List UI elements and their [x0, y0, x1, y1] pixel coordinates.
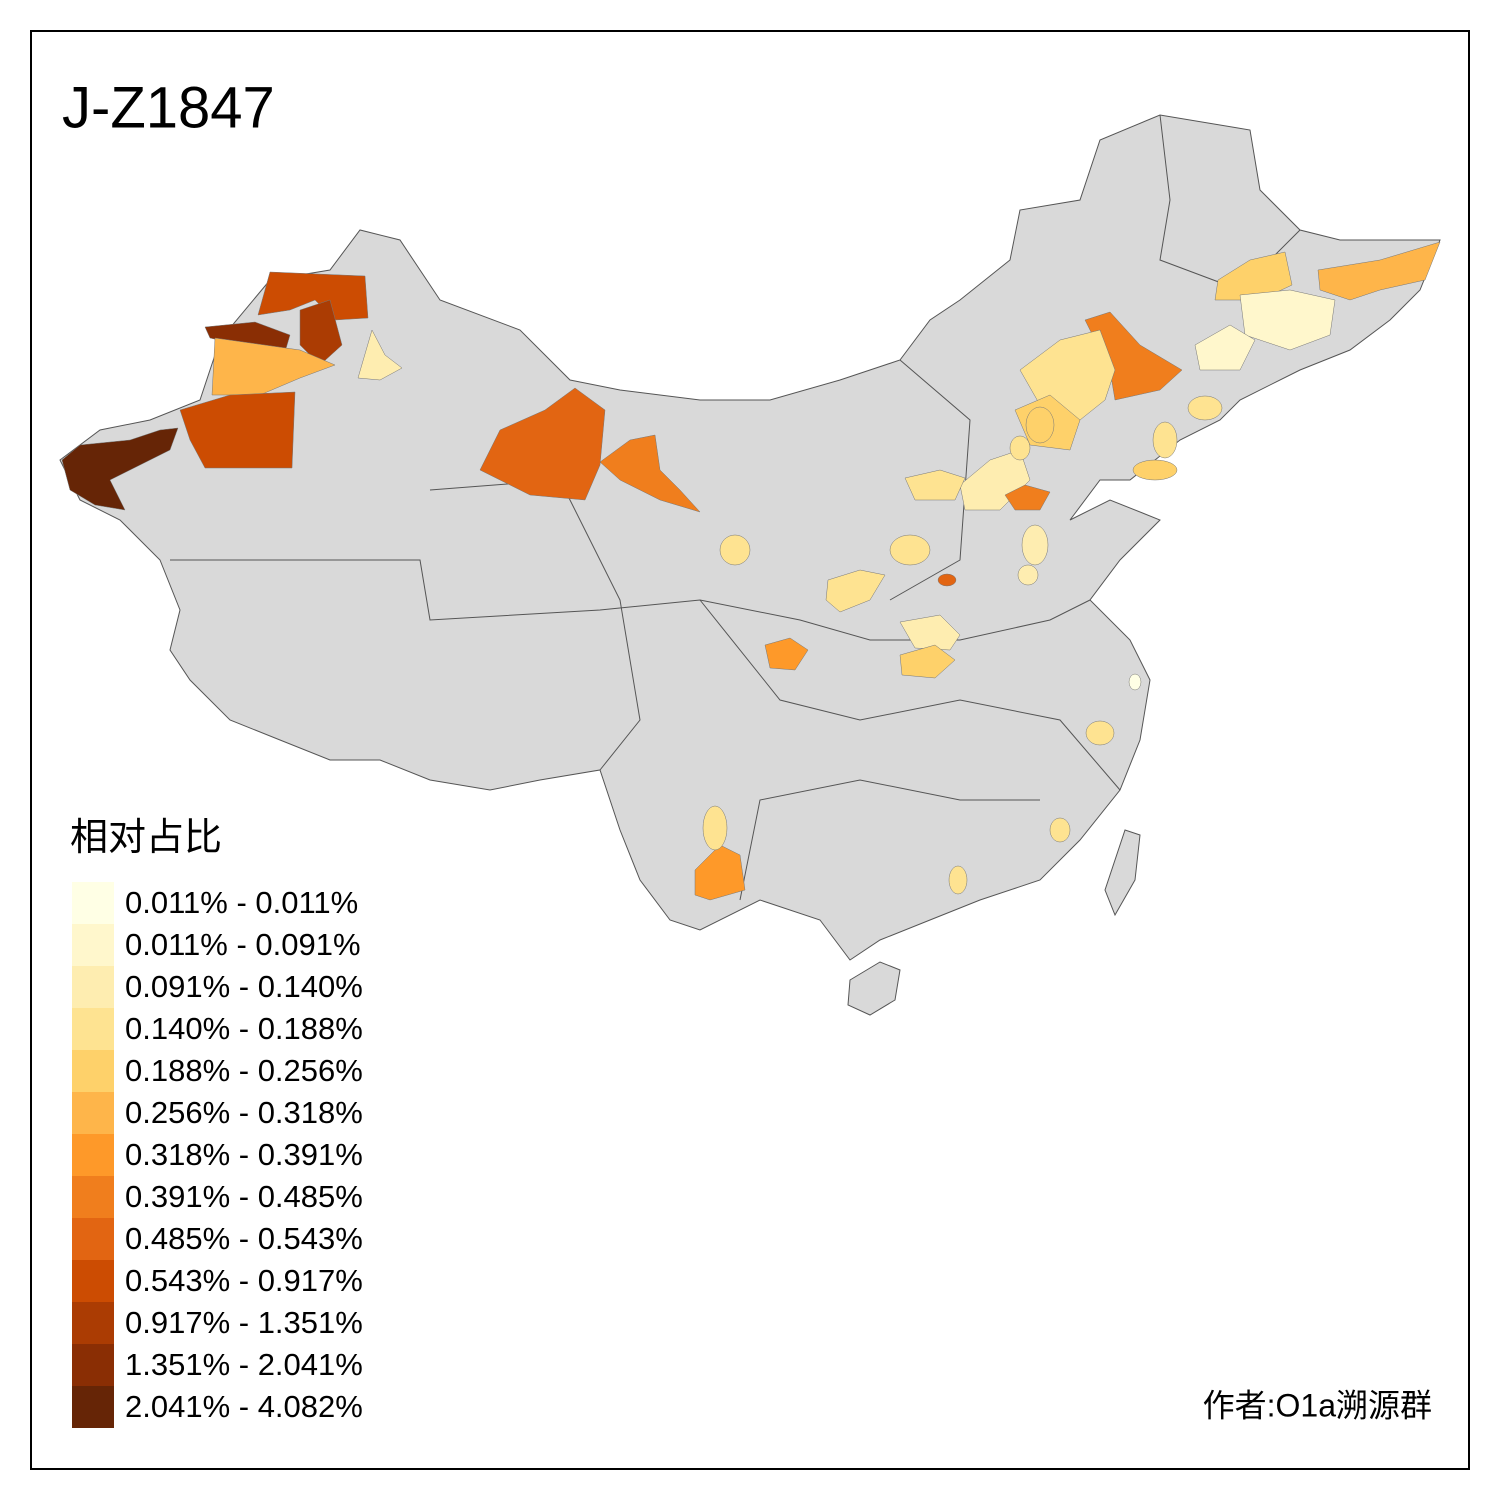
province-border [170, 559, 1091, 641]
region [1187, 395, 1223, 421]
legend-swatch [72, 1176, 114, 1218]
legend-swatch [72, 882, 114, 924]
region [1317, 241, 1441, 301]
legend-swatch [72, 1302, 114, 1344]
region [1021, 524, 1049, 566]
map-title: J-Z1847 [62, 75, 275, 140]
legend-swatch [72, 1092, 114, 1134]
legend-label: 0.543% - 0.917% [125, 1263, 363, 1298]
region [904, 469, 966, 501]
region [1194, 324, 1256, 371]
region [1017, 564, 1039, 586]
region [899, 644, 956, 679]
region [1132, 459, 1178, 481]
legend-label: 0.391% - 0.485% [125, 1179, 363, 1214]
legend-swatch [72, 1386, 114, 1428]
region [1152, 421, 1178, 459]
region [889, 534, 931, 566]
legend-swatch [72, 1260, 114, 1302]
legend-swatch [72, 1134, 114, 1176]
legend-label: 0.140% - 0.188% [125, 1011, 363, 1046]
legend-swatch [72, 1218, 114, 1260]
credit: 作者:O1a溯源群 [1203, 1387, 1432, 1423]
region [179, 391, 296, 469]
region [1004, 484, 1051, 511]
legend-swatch [72, 1050, 114, 1092]
region [937, 573, 957, 587]
region [299, 299, 343, 366]
legend-label: 0.256% - 0.318% [125, 1095, 363, 1130]
legend-label: 0.091% - 0.140% [125, 969, 363, 1004]
legend-label: 1.351% - 2.041% [125, 1347, 363, 1382]
region [719, 534, 751, 566]
region [357, 329, 403, 381]
legend-label: 0.485% - 0.543% [125, 1221, 363, 1256]
region [479, 387, 606, 501]
region [702, 805, 728, 851]
taiwan [1104, 829, 1141, 917]
legend: 0.011% - 0.011% 0.011% - 0.091% 0.091% - 0… [72, 882, 363, 1428]
hainan [847, 961, 901, 1016]
legend-label: 0.318% - 0.391% [125, 1137, 363, 1172]
regions [61, 241, 1441, 901]
region [211, 337, 336, 396]
legend-swatch [72, 1008, 114, 1050]
region [764, 637, 809, 671]
legend-swatch [72, 924, 114, 966]
legend-label: 0.188% - 0.256% [125, 1053, 363, 1088]
legend-label: 2.041% - 4.082% [125, 1389, 363, 1424]
region [1049, 817, 1071, 843]
region [1214, 251, 1293, 301]
region [825, 569, 886, 613]
province-border [739, 779, 1040, 901]
region [61, 427, 179, 511]
region [1128, 673, 1142, 691]
province-border [699, 599, 1121, 791]
legend-label: 0.917% - 1.351% [125, 1305, 363, 1340]
legend-swatch [72, 1344, 114, 1386]
legend-label: 0.011% - 0.011% [125, 885, 358, 920]
legend-label: 0.011% - 0.091% [125, 927, 361, 962]
legend-swatch [72, 966, 114, 1008]
region [1085, 720, 1115, 746]
legend-title: 相对占比 [70, 817, 222, 859]
region [948, 865, 968, 895]
region [1009, 435, 1031, 461]
region [1025, 406, 1055, 444]
region [599, 434, 701, 513]
region [899, 614, 961, 651]
